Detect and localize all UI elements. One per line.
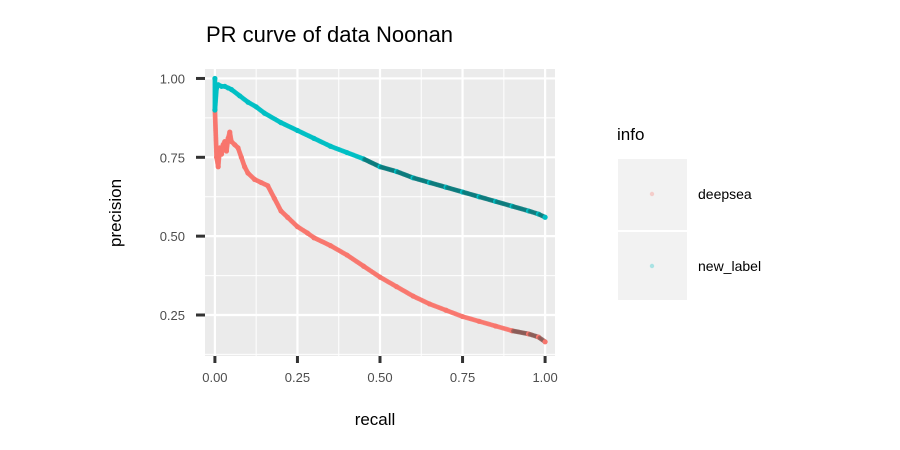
x-tick-label: 0.00 (202, 370, 227, 385)
x-axis-title: recall (355, 410, 396, 429)
data-point (542, 339, 548, 345)
y-tick-label: 0.50 (160, 229, 185, 244)
legend-key-deepsea-dot (649, 191, 655, 197)
series-deepsea (212, 107, 548, 345)
legend-key-new-label-dot (649, 263, 655, 269)
x-tick-label: 0.75 (450, 370, 475, 385)
legend-label-deepsea: deepsea (698, 186, 752, 202)
legend-title: info (617, 125, 644, 144)
y-axis-title: precision (106, 179, 125, 247)
x-axis: 0.00 0.25 0.50 0.75 1.00 (202, 356, 558, 385)
chart-title: PR curve of data Noonan (206, 22, 453, 47)
legend-key-new-label (618, 232, 687, 300)
series-new_label (212, 75, 548, 220)
plot-area (205, 69, 555, 356)
legend: info deepsea new_label (617, 125, 761, 300)
x-tick-label: 1.00 (532, 370, 557, 385)
legend-label-new-label: new_label (698, 258, 761, 274)
y-axis: 0.25 0.50 0.75 1.00 (160, 71, 205, 323)
data-point (542, 214, 548, 220)
y-tick-label: 0.75 (160, 150, 185, 165)
x-tick-label: 0.50 (367, 370, 392, 385)
y-tick-label: 1.00 (160, 71, 185, 86)
y-tick-label: 0.25 (160, 308, 185, 323)
legend-key-deepsea (618, 159, 687, 230)
x-tick-label: 0.25 (285, 370, 310, 385)
data-points (212, 75, 548, 345)
